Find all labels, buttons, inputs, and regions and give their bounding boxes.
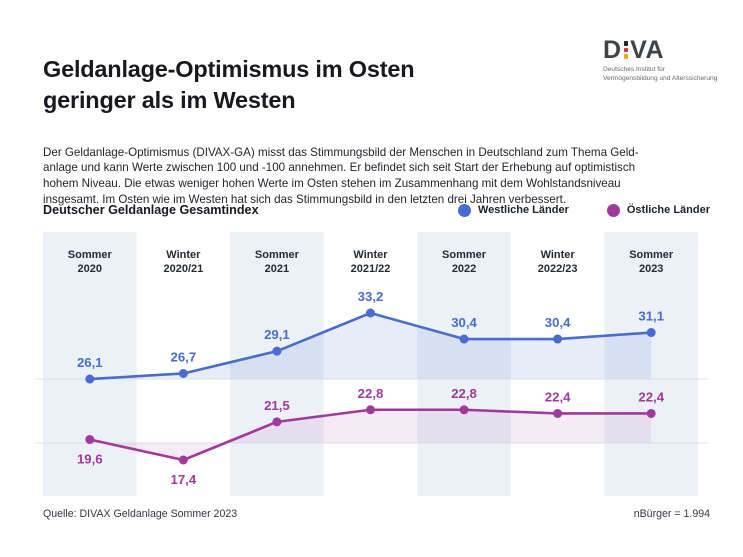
data-label: 26,1	[77, 355, 103, 370]
chart-header-row: Deutscher Geldanlage Gesamtindex Westlic…	[43, 200, 710, 220]
logo-subtitle: Deutsches Institut für Vermögensbildung …	[603, 66, 718, 82]
data-label: 22,4	[638, 389, 664, 404]
sample-size-note: nBürger = 1.994	[633, 508, 710, 520]
footer: Quelle: DIVAX Geldanlage Sommer 2023 nBü…	[43, 508, 710, 520]
diva-logo: D VA Deutsches Institut für Vermögensbil…	[603, 38, 733, 83]
data-point	[365, 405, 375, 415]
chart-canvas: Sommer 2020 Winter 2020/21 Sommer 2021 Winter 2…	[36, 232, 708, 496]
legend-item-west: Westliche Länder	[457, 203, 569, 217]
data-label: 22,4	[545, 389, 571, 404]
data-point	[178, 368, 188, 378]
data-point	[553, 408, 563, 418]
data-point	[272, 346, 282, 356]
logo-letters-va: VA	[630, 36, 665, 64]
data-point	[85, 435, 95, 445]
data-point	[646, 408, 656, 418]
chart-title: Deutscher Geldanlage Gesamtindex	[43, 203, 259, 217]
data-label: 21,5	[264, 398, 290, 413]
legend-item-east: Östliche Länder	[606, 203, 710, 217]
logo-flag-dots-icon	[623, 41, 629, 59]
diva-logo-wordmark: D VA	[603, 36, 733, 64]
source-note: Quelle: DIVAX Geldanlage Sommer 2023	[43, 508, 238, 520]
data-point	[646, 328, 656, 338]
data-point	[459, 334, 469, 344]
data-label: 19,6	[77, 452, 103, 467]
logo-letter-d: D	[603, 36, 622, 64]
data-label: 29,1	[264, 327, 290, 342]
season-stripe	[417, 232, 511, 496]
data-point	[365, 308, 375, 318]
legend-label-west: Westliche Länder	[477, 204, 569, 216]
season-stripe	[230, 232, 324, 496]
data-label: 17,4	[171, 472, 197, 487]
data-label: 22,8	[358, 386, 384, 401]
x-axis-label: Winter 2020/21	[163, 249, 203, 275]
legend-dot-west	[457, 203, 471, 217]
data-label: 22,8	[451, 386, 477, 401]
data-label: 26,7	[171, 349, 197, 364]
data-point	[178, 455, 188, 465]
legend-label-east: Östliche Länder	[626, 204, 710, 216]
x-axis-label: Winter 2021/22	[351, 249, 391, 275]
data-point	[553, 334, 563, 344]
x-axis-label: Sommer 2023	[629, 249, 674, 275]
x-axis-label: Sommer 2022	[442, 249, 487, 275]
data-point	[85, 374, 95, 384]
data-point	[459, 405, 469, 415]
data-label: 31,1	[638, 309, 664, 324]
x-axis-label: Sommer 2021	[255, 249, 300, 275]
data-point	[272, 417, 282, 427]
x-axis-label: Winter 2022/23	[538, 249, 578, 275]
x-axis-label: Sommer 2020	[68, 249, 113, 275]
legend-dot-east	[606, 203, 620, 217]
data-label: 33,2	[358, 289, 384, 304]
legend: Westliche Länder Östliche Länder	[457, 203, 710, 217]
data-label: 30,4	[451, 315, 477, 330]
intro-paragraph: Der Geldanlage-Optimismus (DIVAX-GA) mis…	[43, 145, 639, 206]
season-stripe	[604, 232, 698, 496]
series-area-1	[89, 409, 652, 461]
data-label: 30,4	[545, 315, 571, 330]
season-stripe	[43, 232, 137, 496]
page-title: Geldanlage-Optimismus im Osten geringer …	[43, 55, 415, 113]
line-chart: Sommer 2020 Winter 2020/21 Sommer 2021 Winter 2…	[36, 232, 711, 496]
